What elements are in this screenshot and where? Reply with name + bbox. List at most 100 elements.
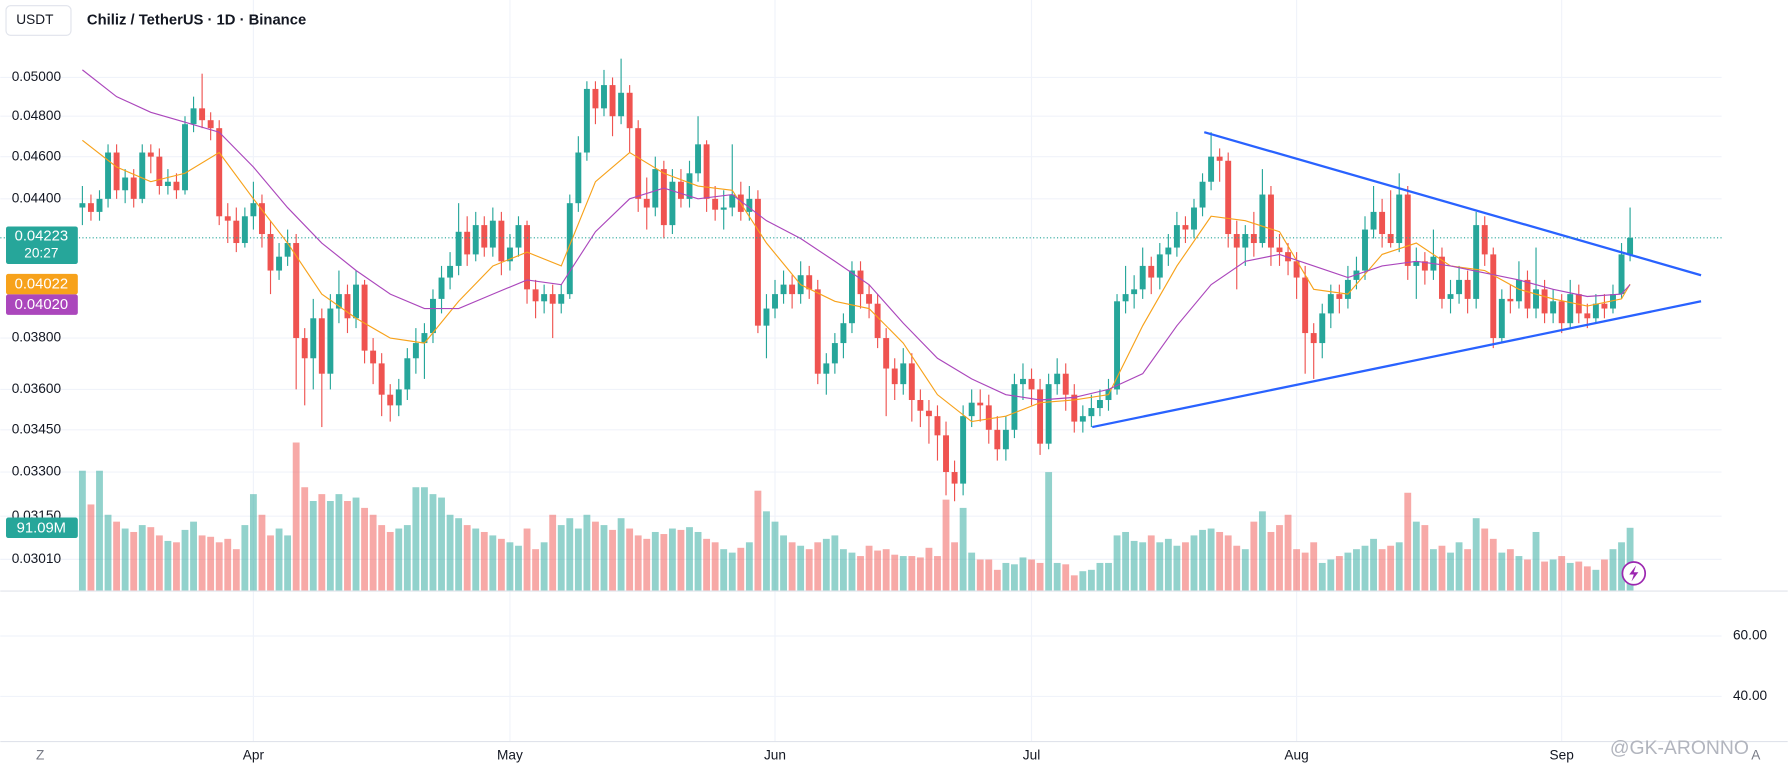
candle-body: [1131, 289, 1138, 295]
candle-body: [695, 144, 702, 174]
volume-bar: [737, 547, 745, 591]
candle-body: [1293, 261, 1300, 278]
volume-bar: [797, 545, 805, 591]
zoom-button[interactable]: Z: [36, 747, 44, 762]
volume-bar: [668, 528, 676, 591]
candle-body: [977, 402, 984, 406]
candle-body: [626, 92, 633, 129]
volume-bar: [438, 497, 445, 591]
volume-bar: [899, 556, 907, 591]
volume-bar: [643, 538, 651, 591]
candle-body: [968, 402, 975, 417]
y-tick-label: 0.03300: [12, 464, 62, 479]
ma-label: 0.04022: [15, 277, 69, 293]
volume-bar: [318, 494, 326, 591]
volume-bar: [224, 538, 232, 591]
volume-bar: [455, 518, 463, 591]
candle-body: [464, 231, 471, 255]
volume-bar: [1575, 561, 1583, 591]
y2-tick-label: 60.00: [1733, 628, 1768, 643]
candle-body: [943, 435, 949, 473]
volume-bar: [822, 538, 830, 591]
volume-bar: [1361, 545, 1369, 591]
currency-box[interactable]: [5, 5, 72, 36]
candle-body: [1165, 247, 1172, 255]
candle-body: [1327, 294, 1334, 314]
candle-body: [754, 198, 761, 326]
candle-body: [985, 405, 992, 430]
candle-body: [1515, 279, 1522, 302]
currency[interactable]: USDT: [16, 12, 54, 27]
volume-bar: [686, 527, 693, 591]
candle-body: [866, 294, 873, 304]
candle-body: [447, 265, 454, 278]
volume-bar: [600, 525, 608, 591]
x-tick-label: May: [497, 747, 523, 762]
volume-bar: [1293, 549, 1301, 591]
candle-body: [746, 198, 753, 212]
volume-bar: [1164, 538, 1172, 591]
x-tick-label: Aug: [1284, 747, 1308, 762]
volume-bar: [780, 535, 787, 591]
volume-bar: [1122, 531, 1130, 591]
candle-body: [1524, 279, 1531, 309]
volume-bar: [121, 528, 129, 591]
volume-bar: [1618, 542, 1625, 591]
volume-bar: [557, 525, 565, 591]
auto-scale-button[interactable]: A: [1751, 747, 1761, 762]
volume-bar: [592, 521, 599, 591]
volume-bar: [497, 538, 505, 591]
volume-bar: [164, 540, 172, 591]
volume-bar: [626, 528, 634, 591]
candle-body: [267, 234, 274, 271]
volume-bar: [1344, 552, 1352, 591]
volume-bar: [1378, 549, 1386, 591]
candle-body: [729, 194, 736, 208]
candle-body: [1096, 400, 1103, 409]
volume-badge: [6, 517, 78, 539]
volume-bar: [1036, 562, 1044, 591]
volume-bar: [1087, 569, 1095, 591]
candle-body: [1550, 301, 1557, 314]
candle-body: [258, 203, 265, 235]
volume-bar: [429, 494, 437, 591]
y2-tick-label: 40.00: [1733, 688, 1768, 703]
x-tick-label: Jul: [1023, 747, 1040, 762]
volume-bar: [763, 511, 770, 591]
y-tick-label: 0.03450: [12, 421, 62, 436]
volume-bar: [1258, 511, 1266, 591]
volume-bar: [421, 487, 428, 591]
volume-bar: [728, 552, 736, 591]
volume-bar: [1241, 549, 1249, 591]
candle-body: [780, 284, 787, 295]
volume-bar: [412, 487, 420, 591]
symbol-title: Chiliz / TetherUS · 1D · Binance: [87, 12, 306, 28]
volume-bar: [1370, 538, 1377, 591]
volume-bar: [968, 552, 976, 591]
candle-body: [87, 203, 94, 212]
candle-body: [908, 363, 915, 401]
candle-body: [1396, 194, 1403, 244]
volume-bar: [173, 542, 180, 591]
volume-bar: [1173, 545, 1181, 591]
candle-body: [1592, 303, 1599, 319]
candle-body: [1456, 279, 1463, 295]
last-price-badge: [6, 226, 78, 265]
volume-bar: [181, 529, 189, 591]
volume-bar: [1284, 514, 1292, 591]
volume-bar: [1062, 564, 1070, 591]
candle-body: [233, 220, 240, 244]
volume-bar: [284, 535, 292, 591]
volume-bar: [660, 534, 668, 591]
candle-body: [618, 92, 625, 117]
moving-average: [82, 139, 1631, 423]
volume-bar: [1147, 535, 1155, 591]
candle-body: [1216, 156, 1223, 161]
candle-body: [1114, 301, 1121, 390]
candle-body: [558, 294, 565, 304]
y-tick-label: 0.03010: [12, 551, 62, 566]
volume-bar: [1250, 521, 1258, 591]
candle-body: [173, 181, 180, 191]
volume-bar: [78, 470, 86, 591]
